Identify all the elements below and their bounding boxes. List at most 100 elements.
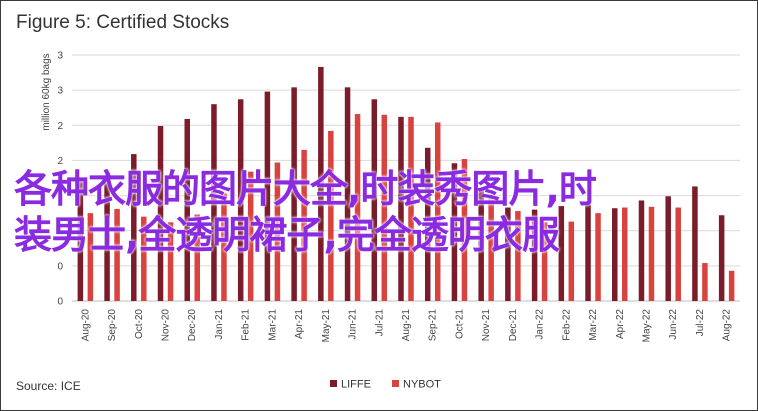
bar-liffe bbox=[558, 206, 565, 301]
x-tick-label: Nov-20 bbox=[161, 309, 172, 342]
bar-nybot bbox=[141, 216, 147, 301]
y-axis-label: million 60kg bags bbox=[41, 53, 52, 130]
bar-nybot bbox=[648, 206, 655, 301]
bar-liffe bbox=[264, 91, 271, 301]
bar-liffe bbox=[371, 99, 378, 301]
bar-liffe bbox=[184, 118, 190, 302]
bar-nybot bbox=[381, 114, 388, 301]
x-tick-label: Aug-22 bbox=[722, 309, 733, 342]
x-tick-label: Apr-22 bbox=[615, 309, 626, 339]
bar-nybot bbox=[221, 193, 227, 301]
bar-nybot bbox=[274, 162, 281, 301]
bar-nybot bbox=[488, 195, 494, 301]
x-tick-label: Mar-21 bbox=[267, 309, 278, 341]
chart-title: Figure 5: Certified Stocks bbox=[16, 12, 230, 33]
bar-liffe bbox=[451, 163, 458, 301]
y-tick-label: 1 bbox=[57, 191, 63, 202]
x-tick-label: Nov-21 bbox=[481, 309, 492, 342]
bar-liffe bbox=[237, 99, 244, 301]
bar-liffe bbox=[692, 186, 698, 301]
x-tick-label: Jul-21 bbox=[374, 309, 385, 337]
bar-nybot bbox=[702, 263, 708, 301]
bar-liffe bbox=[77, 180, 84, 301]
x-tick-label: Aug-20 bbox=[80, 309, 91, 342]
bar-nybot bbox=[541, 222, 548, 301]
bar-liffe bbox=[291, 87, 297, 302]
bar-liffe bbox=[157, 125, 164, 301]
bar-liffe bbox=[104, 180, 110, 301]
bar-nybot bbox=[354, 114, 361, 301]
x-tick-label: Jan-21 bbox=[214, 309, 225, 340]
legend-swatch-nybot bbox=[392, 380, 399, 387]
y-tick-label: 0 bbox=[57, 261, 63, 272]
x-tick-label: May-22 bbox=[641, 309, 652, 343]
bar-liffe bbox=[718, 215, 725, 301]
y-tick-label: 3 bbox=[57, 51, 63, 62]
x-tick-label: Aug-21 bbox=[401, 309, 412, 342]
gridlines bbox=[72, 54, 740, 302]
x-tick-label: Jun-21 bbox=[348, 309, 359, 340]
y-tick-labels: 0 0 1 1 2 2 3 3 bbox=[57, 51, 63, 308]
x-tick-label: May-21 bbox=[321, 309, 332, 343]
x-tick-label: Apr-21 bbox=[294, 309, 305, 339]
bar-nybot bbox=[515, 211, 521, 301]
bar-nybot bbox=[167, 222, 174, 301]
bar-nybot bbox=[461, 159, 468, 301]
x-tick-label: Mar-22 bbox=[588, 309, 599, 341]
x-tick-label: Sep-20 bbox=[107, 309, 118, 342]
x-tick-label: Oct-20 bbox=[134, 309, 145, 339]
bar-liffe bbox=[505, 207, 511, 301]
overlay-line-2: 装男士,全透明裙子,完全透明衣服 bbox=[14, 213, 560, 257]
bar-nybot bbox=[728, 270, 735, 301]
x-tick-label: Sep-21 bbox=[428, 309, 439, 342]
x-tick-label: Oct-21 bbox=[454, 309, 465, 339]
bar-nybot bbox=[247, 171, 254, 301]
y-tick-label: 2 bbox=[57, 156, 63, 167]
bar-nybot bbox=[434, 122, 441, 301]
watermark-overlay-text: 各种衣服的图片大全,时装秀图片,时 装男士,全透明裙子,完全透明衣服 bbox=[14, 166, 744, 258]
bar-liffe bbox=[665, 196, 671, 301]
bar-liffe bbox=[638, 200, 645, 301]
legend-label-nybot: NYBOT bbox=[403, 379, 441, 391]
x-tick-label: Dec-20 bbox=[187, 309, 198, 342]
x-tick-label: Feb-22 bbox=[561, 309, 572, 341]
bar-liffe bbox=[531, 209, 538, 301]
bar-liffe bbox=[211, 104, 217, 301]
bar-nybot bbox=[114, 208, 120, 301]
source-note: Source: ICE bbox=[16, 379, 81, 393]
legend-label-liffe: LIFFE bbox=[341, 379, 371, 391]
bar-liffe bbox=[612, 208, 618, 301]
x-tick-label: Dec-21 bbox=[508, 309, 519, 342]
x-tick-label: Jun-22 bbox=[668, 309, 679, 340]
x-tick-labels: Aug-20 Sep-20 Oct-20 Nov-20 Dec-20 Jan-21 Feb-… bbox=[80, 309, 732, 343]
overlay-line-1: 各种衣服的图片大全,时装秀图片,时 bbox=[14, 167, 597, 211]
bar-nybot bbox=[408, 116, 414, 301]
bar-nybot bbox=[595, 213, 601, 301]
y-tick-label: 2 bbox=[57, 121, 63, 132]
y-tick-label: 3 bbox=[57, 86, 63, 97]
bar-liffe bbox=[424, 147, 431, 301]
bar-nybot bbox=[301, 149, 307, 301]
bar-liffe bbox=[344, 87, 351, 302]
bar-nybot bbox=[328, 130, 334, 301]
y-tick-label: 1 bbox=[57, 226, 63, 237]
bar-liffe bbox=[398, 116, 404, 301]
bars bbox=[77, 66, 735, 302]
x-tick-label: Feb-21 bbox=[241, 309, 252, 341]
bar-nybot bbox=[622, 207, 628, 301]
x-tick-label: Jul-22 bbox=[695, 309, 706, 337]
y-tick-label: 0 bbox=[57, 297, 63, 308]
bar-liffe bbox=[131, 154, 137, 301]
bar-nybot bbox=[675, 207, 681, 301]
bar-liffe bbox=[318, 66, 324, 301]
bar-nybot bbox=[568, 221, 575, 301]
legend-swatch-liffe bbox=[330, 380, 337, 387]
bar-nybot bbox=[194, 214, 200, 301]
bar-liffe bbox=[585, 204, 591, 301]
bar-nybot bbox=[87, 213, 94, 301]
x-tick-label: Jan-22 bbox=[535, 309, 546, 340]
bar-liffe bbox=[478, 188, 484, 301]
legend: LIFFE NYBOT bbox=[330, 379, 441, 391]
